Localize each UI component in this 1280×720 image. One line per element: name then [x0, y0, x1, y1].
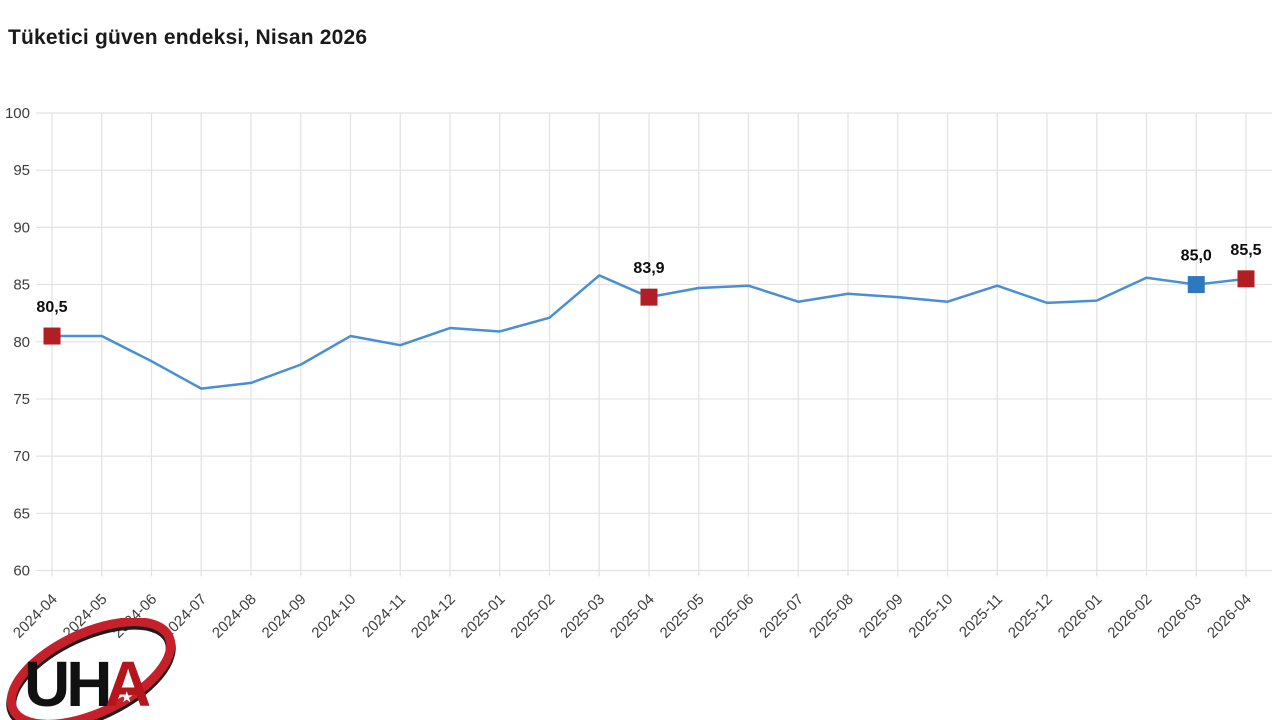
y-tick-label: 100 [5, 105, 30, 122]
y-tick-label: 70 [13, 448, 30, 465]
data-point-marker [43, 327, 61, 345]
y-tick-label: 60 [13, 563, 30, 580]
logo-text-uh: UH [24, 648, 108, 720]
y-tick-label: 85 [13, 277, 30, 294]
x-tick-label: 2025-10 [905, 591, 956, 642]
x-tick-label: 2025-08 [806, 591, 857, 642]
logo-text-a: A [105, 648, 151, 720]
x-tick-label: 2025-11 [956, 591, 1006, 641]
x-tick-label: 2026-03 [1154, 591, 1205, 642]
x-tick-label: 2024-09 [259, 591, 310, 642]
x-tick-label: 2024-12 [408, 591, 459, 642]
x-tick-label: 2024-11 [359, 591, 409, 641]
x-tick-label: 2026-02 [1104, 591, 1155, 642]
y-tick-label: 65 [13, 505, 30, 522]
x-tick-label: 2025-04 [607, 591, 658, 642]
y-tick-label: 80 [13, 334, 30, 351]
data-point-marker [1187, 276, 1205, 294]
page-title: Tüketici güven endeksi, Nisan 2026 [8, 26, 368, 49]
uha-logo: UH A ★ [2, 617, 192, 720]
x-tick-label: 2025-05 [657, 591, 708, 642]
x-tick-label: 2024-10 [308, 591, 359, 642]
data-point-value-label: 80,5 [36, 299, 67, 316]
data-point-value-label: 85,0 [1181, 248, 1212, 265]
logo-star-icon: ★ [120, 689, 133, 706]
x-tick-label: 2025-09 [856, 591, 907, 642]
x-tick-label: 2024-08 [209, 591, 260, 642]
data-point-value-label: 85,5 [1230, 242, 1261, 259]
x-tick-label: 2025-07 [756, 591, 807, 642]
x-tick-label: 2026-01 [1055, 591, 1106, 642]
x-tick-label: 2025-02 [507, 591, 558, 642]
x-tick-label: 2025-06 [706, 591, 757, 642]
data-point-marker [1237, 270, 1255, 288]
x-tick-label: 2025-03 [557, 591, 608, 642]
x-tick-label: 2026-04 [1204, 591, 1255, 642]
x-tick-label: 2025-12 [1005, 591, 1056, 642]
data-point-marker [640, 288, 658, 306]
data-point-value-label: 83,9 [633, 260, 664, 277]
logo-ring [6, 617, 176, 720]
y-tick-label: 95 [13, 162, 30, 179]
x-tick-label: 2025-01 [458, 591, 509, 642]
y-tick-label: 75 [13, 391, 30, 408]
y-tick-label: 90 [13, 219, 30, 236]
